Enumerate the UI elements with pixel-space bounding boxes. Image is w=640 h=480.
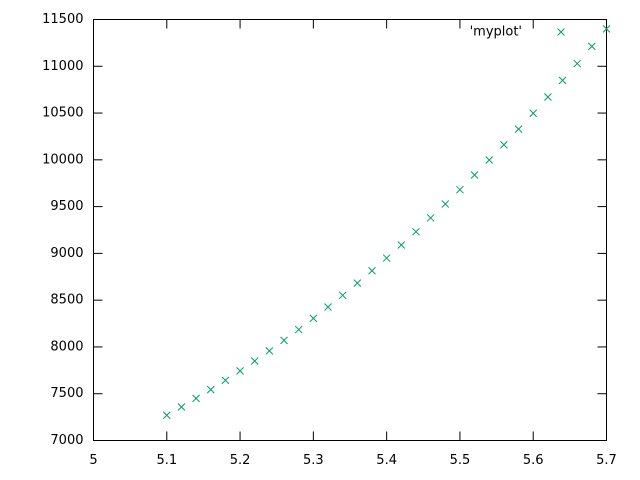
y-tick-label: 9500 [50,199,83,214]
point [353,279,362,287]
point [397,241,406,249]
point [382,254,391,262]
legend-label: 'myplot' [470,25,522,40]
x-tick-label: 5.1 [156,453,177,468]
x-tick-label: 5.7 [596,453,617,468]
point [221,376,230,385]
point [485,156,494,164]
point [558,76,567,85]
y-tick-label: 11500 [42,12,83,27]
point [309,314,318,323]
plot-frame [93,19,607,441]
point [324,303,332,311]
point [587,42,596,51]
legend-marker [557,28,565,36]
x-tick-label: 5.3 [303,453,324,468]
point [456,185,464,194]
point [529,109,538,118]
point [602,25,611,33]
x-tick-label: 5 [89,453,97,468]
y-tick-label: 7000 [50,433,83,448]
point [280,336,288,345]
point [573,59,582,68]
point [500,140,508,149]
y-tick-label: 7500 [50,386,83,401]
point [544,93,552,101]
x-tick-label: 5.6 [523,453,544,468]
point [412,227,420,236]
y-tick-label: 8000 [50,339,83,354]
point [426,214,435,222]
x-tick-label: 5.4 [376,453,397,468]
point [338,291,347,300]
point [250,357,259,365]
point [294,325,303,334]
y-tick-label: 8500 [50,293,83,308]
point [162,411,171,420]
point [368,266,376,275]
point [236,367,244,375]
x-tick-label: 5.5 [450,453,471,468]
point [441,200,450,208]
point [206,385,215,394]
point [514,125,523,134]
point [470,171,479,179]
y-tick-label: 11000 [42,59,83,74]
point [192,394,200,403]
x-tick-label: 5.2 [230,453,251,468]
point [177,403,186,411]
y-tick-label: 9000 [50,246,83,261]
y-tick-label: 10500 [42,106,83,121]
y-tick-label: 10000 [42,152,83,167]
point [265,347,274,355]
